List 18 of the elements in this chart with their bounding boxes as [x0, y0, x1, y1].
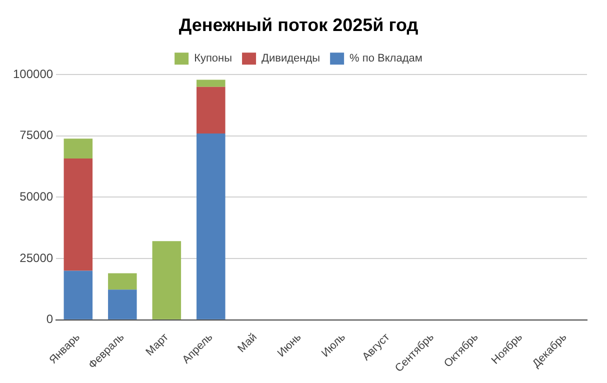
bar — [64, 138, 93, 158]
legend-label: Купоны — [194, 52, 232, 65]
y-tick-label: 100000 — [12, 66, 54, 81]
y-tick-label: 75000 — [20, 128, 54, 142]
bar — [196, 133, 226, 320]
bar — [152, 241, 182, 320]
bar — [64, 158, 93, 271]
chart-title: Денежный поток 2025й год — [178, 14, 419, 35]
bar — [108, 273, 137, 290]
y-tick-label: 50000 — [20, 190, 54, 204]
bar — [64, 270, 93, 320]
bar — [108, 290, 137, 320]
y-tick-label: 0 — [46, 312, 54, 326]
y-tick-label: 25000 — [20, 250, 54, 265]
legend-label: % по Вкладам — [350, 52, 422, 65]
bar — [196, 86, 226, 134]
bar — [196, 80, 226, 87]
legend-label: Дивиденды — [262, 52, 320, 65]
